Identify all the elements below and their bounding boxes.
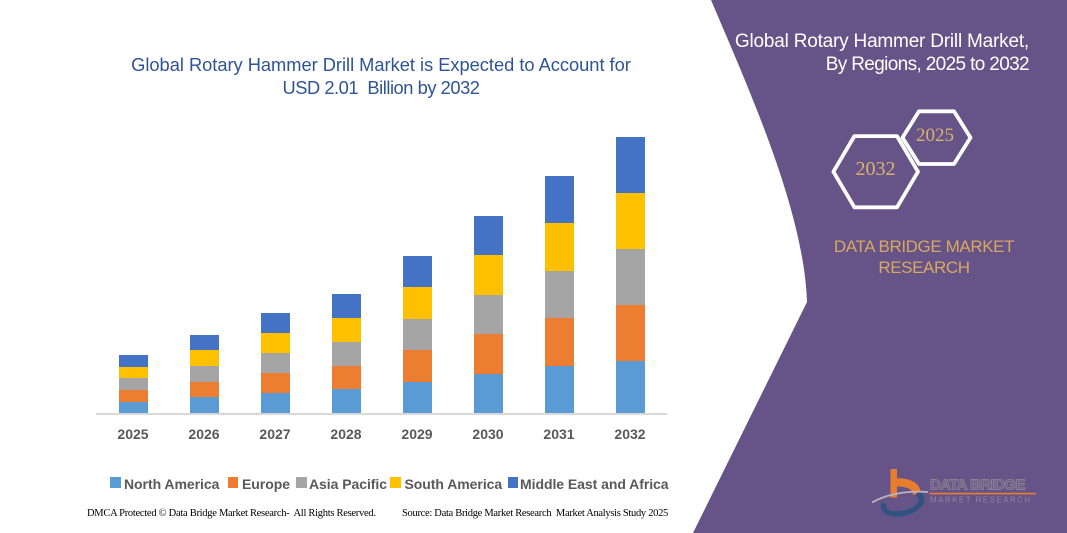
svg-text:DATA BRIDGE: DATA BRIDGE: [930, 477, 1025, 494]
svg-text:MARKET RESEARCH: MARKET RESEARCH: [930, 496, 1032, 505]
